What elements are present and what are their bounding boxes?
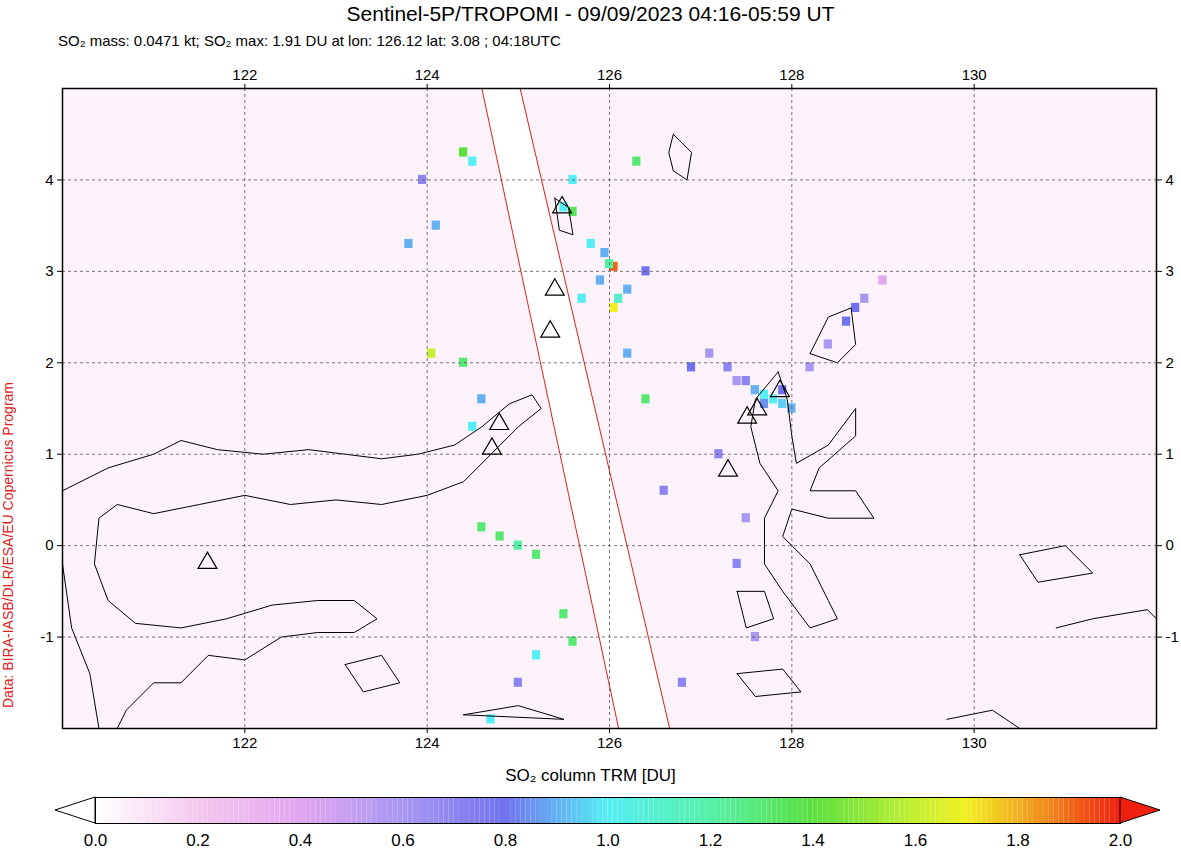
svg-text:130: 130 (962, 66, 987, 83)
svg-text:2: 2 (1166, 354, 1174, 371)
svg-text:1.0: 1.0 (596, 831, 620, 850)
svg-text:1.6: 1.6 (904, 831, 928, 850)
svg-text:1.8: 1.8 (1006, 831, 1030, 850)
html-text:Data: BIRA-IASB/DLR/ESA/EU Cop: Data: BIRA-IASB/DLR/ESA/EU Copernicus Pr… (0, 382, 16, 708)
svg-text:122: 122 (232, 734, 257, 751)
svg-text:2.0: 2.0 (1109, 831, 1133, 850)
svg-text:128: 128 (779, 66, 804, 83)
html-text:SO₂ column TRM [DU]: SO₂ column TRM [DU] (505, 766, 676, 785)
svg-text:130: 130 (962, 734, 987, 751)
svg-text:-1: -1 (1166, 628, 1179, 645)
svg-text:0.2: 0.2 (186, 831, 210, 850)
svg-text:0: 0 (1166, 536, 1174, 553)
svg-text:1: 1 (1166, 445, 1174, 462)
svg-text:0: 0 (45, 536, 53, 553)
svg-text:1: 1 (45, 445, 53, 462)
svg-text:122: 122 (232, 66, 257, 83)
svg-text:1.2: 1.2 (699, 831, 723, 850)
svg-text:128: 128 (779, 734, 804, 751)
svg-text:0.6: 0.6 (391, 831, 415, 850)
svg-text:2: 2 (45, 354, 53, 371)
html-text:Sentinel-5P/TROPOMI - 09/09/20: Sentinel-5P/TROPOMI - 09/09/2023 04:16-0… (346, 2, 835, 25)
svg-text:0.0: 0.0 (84, 831, 108, 850)
svg-text:124: 124 (415, 734, 440, 751)
svg-text:4: 4 (45, 171, 53, 188)
svg-text:3: 3 (1166, 262, 1174, 279)
html-text:SO₂ mass: 0.0471 kt; SO₂ max:: SO₂ mass: 0.0471 kt; SO₂ max: 1.91 DU at… (58, 32, 561, 49)
svg-text:124: 124 (415, 66, 440, 83)
svg-text:-1: -1 (40, 628, 53, 645)
svg-text:126: 126 (597, 734, 622, 751)
svg-text:126: 126 (597, 66, 622, 83)
svg-text:3: 3 (45, 262, 53, 279)
svg-text:1.4: 1.4 (801, 831, 825, 850)
svg-text:4: 4 (1166, 171, 1174, 188)
svg-text:0.8: 0.8 (494, 831, 518, 850)
svg-text:0.4: 0.4 (289, 831, 313, 850)
